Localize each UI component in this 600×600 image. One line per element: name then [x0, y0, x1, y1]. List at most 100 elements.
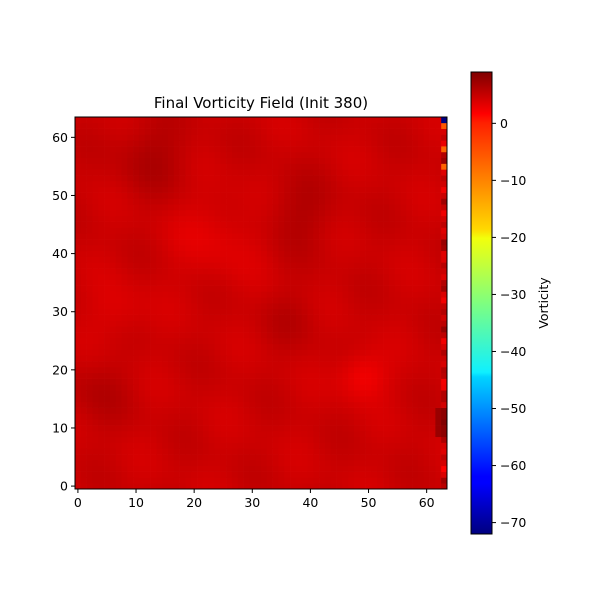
- heatmap-cell: [423, 384, 430, 391]
- heatmap-cell: [307, 134, 314, 141]
- heatmap-cell: [284, 314, 291, 321]
- heatmap-cell: [220, 163, 227, 170]
- heatmap-cell: [388, 419, 396, 426]
- heatmap-cell: [354, 477, 361, 484]
- heatmap-cell: [383, 384, 390, 391]
- heatmap-cell: [138, 204, 146, 211]
- heatmap-cell: [336, 396, 343, 403]
- heatmap-cell: [272, 419, 279, 426]
- heatmap-cell: [348, 471, 355, 478]
- heatmap-cell: [307, 390, 314, 397]
- heatmap-cell: [266, 180, 273, 188]
- heatmap-cell: [423, 186, 430, 193]
- heatmap-cell: [272, 413, 279, 420]
- heatmap-cell: [115, 163, 122, 170]
- heatmap-cell: [150, 262, 157, 269]
- heatmap-cell: [75, 279, 82, 286]
- heatmap-cell: [371, 262, 378, 269]
- heatmap-cell: [388, 122, 396, 129]
- heatmap-cell: [354, 419, 361, 426]
- heatmap-cell: [406, 285, 413, 292]
- heatmap-cell: [441, 366, 448, 374]
- heatmap-cell: [319, 355, 326, 362]
- heatmap-cell: [226, 442, 233, 449]
- heatmap-cell: [231, 314, 239, 321]
- heatmap-cell: [92, 186, 99, 193]
- heatmap-cell: [156, 291, 163, 298]
- heatmap-cell: [168, 180, 175, 188]
- heatmap-cell: [429, 285, 436, 292]
- heatmap-cell: [423, 285, 430, 292]
- heatmap-cell: [417, 122, 425, 129]
- heatmap-cell: [383, 279, 390, 286]
- heatmap-cell: [121, 256, 128, 263]
- heatmap-cell: [208, 180, 215, 188]
- heatmap-cell: [295, 204, 303, 211]
- heatmap-cell: [133, 244, 140, 252]
- heatmap-cell: [179, 157, 186, 164]
- heatmap-cell: [348, 180, 355, 188]
- heatmap-cell: [237, 233, 244, 240]
- heatmap-cell: [197, 279, 204, 286]
- heatmap-cell: [394, 291, 401, 298]
- heatmap-cell: [255, 448, 262, 455]
- heatmap-cell: [313, 122, 320, 129]
- heatmap-cell: [86, 419, 93, 426]
- heatmap-cell: [377, 465, 384, 472]
- heatmap-cell: [214, 401, 221, 408]
- heatmap-cell: [342, 343, 349, 350]
- heatmap-cell: [156, 349, 163, 356]
- heatmap-cell: [208, 175, 215, 182]
- heatmap-cell: [133, 366, 140, 374]
- heatmap-cell: [144, 291, 151, 298]
- heatmap-cell: [133, 175, 140, 182]
- heatmap-cell: [342, 204, 349, 211]
- heatmap-cell: [75, 210, 82, 217]
- heatmap-cell: [354, 128, 361, 135]
- heatmap-cell: [441, 262, 448, 269]
- heatmap-cell: [383, 326, 390, 333]
- heatmap-cell: [75, 204, 82, 211]
- heatmap-cell: [109, 401, 117, 408]
- heatmap-cell: [330, 303, 337, 310]
- heatmap-cell: [400, 430, 407, 438]
- heatmap-cell: [173, 140, 180, 147]
- heatmap-cell: [231, 210, 239, 217]
- heatmap-cell: [208, 308, 215, 315]
- heatmap-cell: [313, 215, 320, 222]
- heatmap-cell: [371, 186, 378, 193]
- heatmap-cell: [121, 140, 128, 147]
- heatmap-cell: [435, 215, 442, 222]
- heatmap-cell: [173, 151, 180, 159]
- heatmap-cell: [359, 215, 366, 222]
- heatmap-cell: [133, 198, 140, 205]
- heatmap-cell: [156, 459, 163, 467]
- heatmap-cell: [313, 332, 320, 339]
- heatmap-cell: [278, 401, 285, 408]
- heatmap-cell: [348, 337, 355, 345]
- heatmap-cell: [156, 419, 163, 426]
- heatmap-cell: [249, 169, 256, 176]
- heatmap-cell: [272, 175, 279, 182]
- heatmap-cell: [261, 140, 268, 147]
- heatmap-cell: [173, 285, 180, 292]
- heatmap-cell: [144, 320, 151, 327]
- heatmap-cell: [226, 483, 233, 490]
- heatmap-cell: [319, 285, 326, 292]
- heatmap-cell: [80, 442, 87, 449]
- heatmap-cell: [231, 471, 239, 478]
- heatmap-cell: [348, 326, 355, 333]
- heatmap-cell: [226, 477, 233, 484]
- heatmap-cell: [115, 442, 122, 449]
- heatmap-cell: [133, 256, 140, 263]
- heatmap-cell: [150, 454, 157, 461]
- heatmap-cell: [243, 372, 250, 379]
- heatmap-cell: [156, 425, 163, 432]
- heatmap-cell: [412, 117, 419, 124]
- heatmap-cell: [202, 279, 210, 286]
- heatmap-cell: [371, 314, 378, 321]
- heatmap-cell: [301, 210, 308, 217]
- heatmap-cell: [290, 198, 297, 205]
- heatmap-cell: [115, 419, 122, 426]
